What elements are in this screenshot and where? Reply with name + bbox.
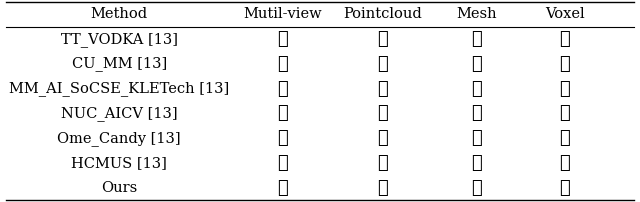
Text: ✗: ✗	[472, 55, 482, 73]
Text: ✓: ✓	[378, 154, 388, 172]
Text: ✓: ✓	[559, 104, 570, 122]
Text: ✗: ✗	[472, 30, 482, 48]
Text: ✓: ✓	[277, 30, 288, 48]
Text: ✓: ✓	[378, 104, 388, 122]
Text: HCMUS [13]: HCMUS [13]	[71, 156, 167, 170]
Text: ✓: ✓	[472, 104, 482, 122]
Text: Ours: Ours	[101, 181, 138, 195]
Text: ✓: ✓	[378, 179, 388, 197]
Text: CU_MM [13]: CU_MM [13]	[72, 56, 167, 71]
Text: ✓: ✓	[378, 80, 388, 98]
Text: Mutil-view: Mutil-view	[243, 7, 322, 21]
Text: ✓: ✓	[277, 179, 288, 197]
Text: ✓: ✓	[559, 30, 570, 48]
Text: Voxel: Voxel	[545, 7, 584, 21]
Text: ✓: ✓	[277, 55, 288, 73]
Text: ✗: ✗	[472, 129, 482, 147]
Text: ✗: ✗	[472, 80, 482, 98]
Text: ✗: ✗	[378, 30, 388, 48]
Text: ✗: ✗	[559, 55, 570, 73]
Text: ✓: ✓	[559, 179, 570, 197]
Text: ✓: ✓	[472, 154, 482, 172]
Text: ✗: ✗	[559, 80, 570, 98]
Text: Mesh: Mesh	[456, 7, 497, 21]
Text: ✓: ✓	[277, 80, 288, 98]
Text: ✗: ✗	[559, 129, 570, 147]
Text: ✓: ✓	[277, 154, 288, 172]
Text: ✓: ✓	[378, 55, 388, 73]
Text: ✓: ✓	[559, 154, 570, 172]
Text: ✓: ✓	[277, 104, 288, 122]
Text: ✓: ✓	[277, 129, 288, 147]
Text: MM_AI_SoCSE_KLETech [13]: MM_AI_SoCSE_KLETech [13]	[9, 81, 229, 96]
Text: Ome_Candy [13]: Ome_Candy [13]	[58, 131, 181, 146]
Text: NUC_AICV [13]: NUC_AICV [13]	[61, 106, 178, 121]
Text: TT_VODKA [13]: TT_VODKA [13]	[61, 32, 178, 47]
Text: Method: Method	[91, 7, 148, 21]
Text: Pointcloud: Pointcloud	[343, 7, 422, 21]
Text: ✗: ✗	[378, 129, 388, 147]
Text: ✓: ✓	[472, 179, 482, 197]
